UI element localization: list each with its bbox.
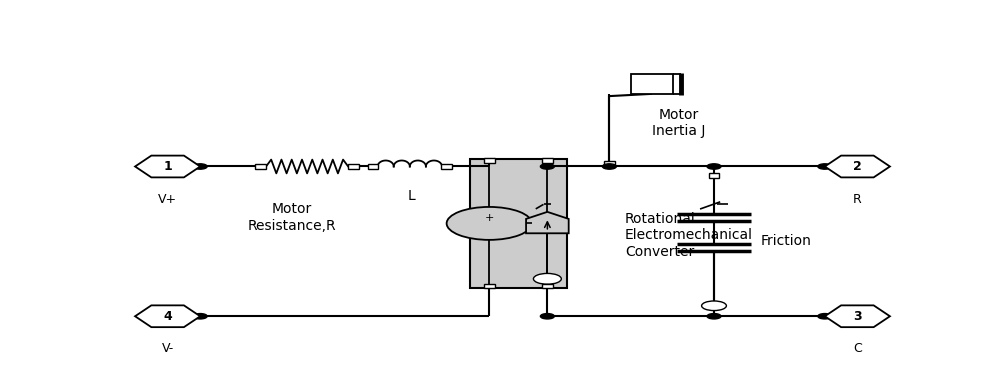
Bar xyxy=(542,284,553,288)
Text: R: R xyxy=(853,193,862,205)
Polygon shape xyxy=(526,212,569,233)
Text: 4: 4 xyxy=(163,310,172,323)
Bar xyxy=(484,284,495,288)
Circle shape xyxy=(540,314,554,319)
Circle shape xyxy=(707,314,721,319)
Circle shape xyxy=(540,164,554,169)
Circle shape xyxy=(707,164,721,169)
Bar xyxy=(368,165,378,168)
Circle shape xyxy=(447,207,532,240)
Bar xyxy=(604,161,615,166)
Bar xyxy=(348,165,359,168)
Bar xyxy=(441,165,452,168)
Text: C: C xyxy=(853,342,862,355)
Bar xyxy=(484,158,495,163)
Bar xyxy=(709,173,719,177)
Circle shape xyxy=(533,273,561,284)
Text: 3: 3 xyxy=(853,310,862,323)
Bar xyxy=(470,159,567,288)
Text: Motor
Inertia J: Motor Inertia J xyxy=(652,108,706,138)
Text: 2: 2 xyxy=(853,160,862,173)
Text: Rotational
Electromechanical
Converter: Rotational Electromechanical Converter xyxy=(625,212,753,259)
Text: L: L xyxy=(408,189,416,203)
Circle shape xyxy=(818,164,832,169)
Text: V+: V+ xyxy=(158,193,177,205)
Text: 1: 1 xyxy=(163,160,172,173)
Circle shape xyxy=(193,164,207,169)
Circle shape xyxy=(602,164,616,169)
Text: +: + xyxy=(485,213,494,223)
Circle shape xyxy=(702,301,726,310)
Circle shape xyxy=(193,314,207,319)
Circle shape xyxy=(818,314,832,319)
Text: Motor
Resistance,R: Motor Resistance,R xyxy=(247,202,336,233)
Bar xyxy=(709,305,719,309)
Text: Friction: Friction xyxy=(761,235,811,248)
Bar xyxy=(542,158,553,163)
Bar xyxy=(631,74,673,94)
Bar xyxy=(255,165,266,168)
Text: V-: V- xyxy=(162,342,174,355)
